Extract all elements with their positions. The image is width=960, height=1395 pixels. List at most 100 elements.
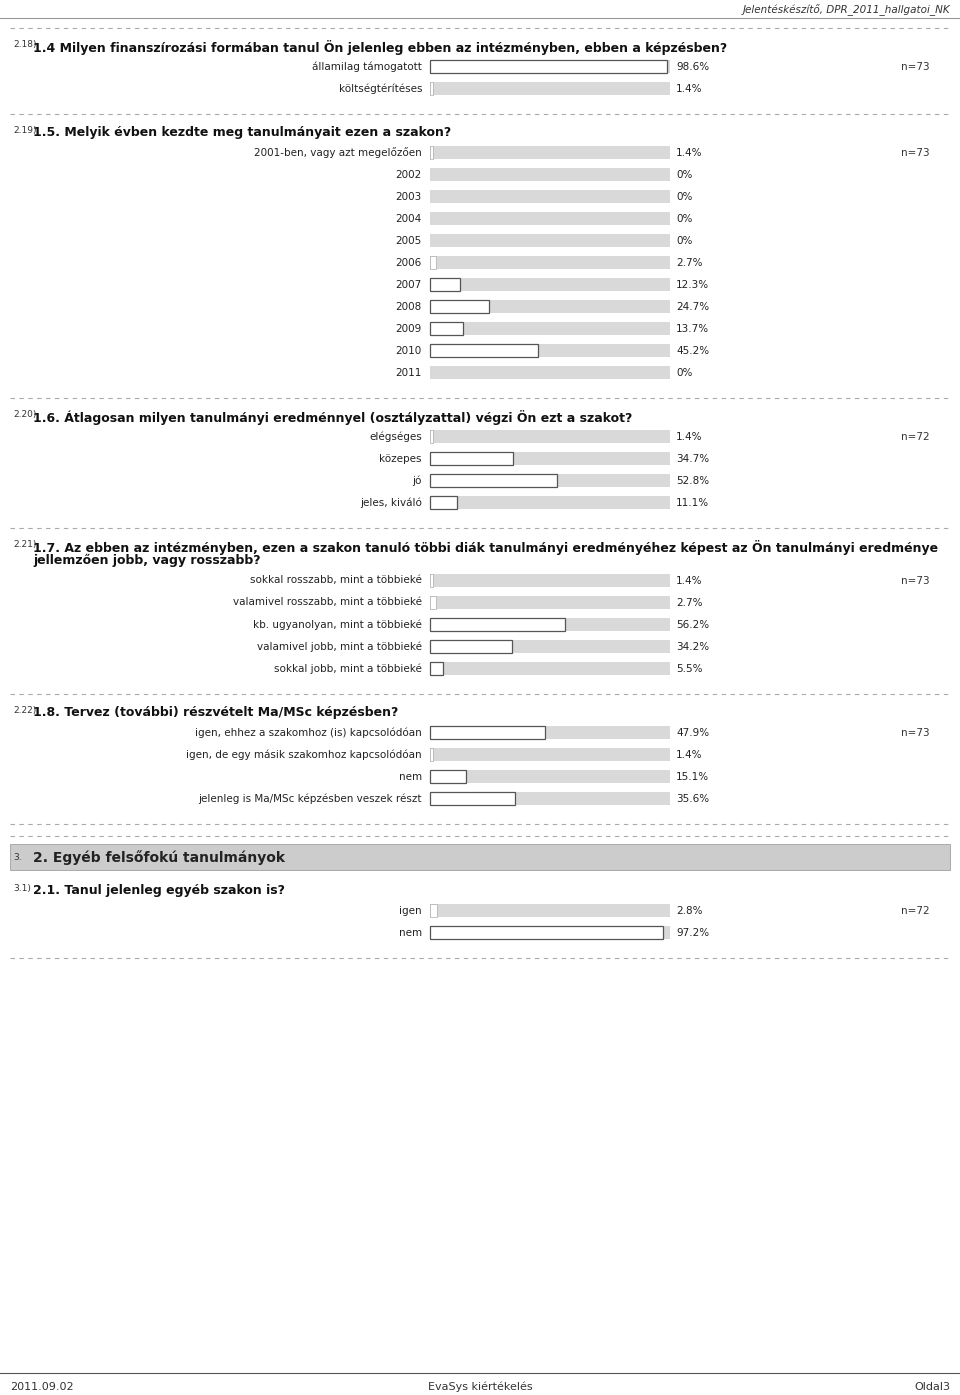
Text: Oldal3: Oldal3 bbox=[914, 1382, 950, 1392]
Bar bbox=[430, 212, 670, 225]
Bar bbox=[430, 770, 670, 783]
Text: sokkal rosszabb, mint a többieké: sokkal rosszabb, mint a többieké bbox=[251, 576, 422, 586]
Text: 2010: 2010 bbox=[396, 346, 422, 356]
Text: 1.4%: 1.4% bbox=[676, 148, 703, 158]
Text: 3.: 3. bbox=[13, 854, 22, 862]
Text: 0%: 0% bbox=[676, 170, 692, 180]
Text: 34.2%: 34.2% bbox=[676, 642, 709, 651]
Bar bbox=[430, 146, 670, 159]
Text: jeles, kiváló: jeles, kiváló bbox=[360, 497, 422, 508]
Bar bbox=[430, 725, 670, 739]
Text: 2.7%: 2.7% bbox=[676, 258, 703, 268]
Text: n=73: n=73 bbox=[900, 148, 929, 158]
Bar bbox=[430, 474, 557, 487]
Bar bbox=[430, 300, 670, 312]
Text: 2.19): 2.19) bbox=[13, 126, 36, 135]
Text: 0%: 0% bbox=[676, 236, 692, 246]
Text: jellemzően jobb, vagy rosszabb?: jellemzően jobb, vagy rosszabb? bbox=[33, 554, 260, 568]
Bar bbox=[430, 792, 670, 805]
Bar bbox=[430, 926, 670, 939]
Text: 2007: 2007 bbox=[396, 279, 422, 290]
Text: 2.18): 2.18) bbox=[13, 40, 36, 49]
Text: 98.6%: 98.6% bbox=[676, 61, 709, 71]
Text: n=73: n=73 bbox=[900, 61, 929, 71]
Text: 2006: 2006 bbox=[396, 258, 422, 268]
Bar bbox=[430, 573, 670, 587]
Text: sokkal jobb, mint a többieké: sokkal jobb, mint a többieké bbox=[275, 663, 422, 674]
Text: 13.7%: 13.7% bbox=[676, 324, 709, 333]
Text: jelenleg is Ma/MSc képzésben veszek részt: jelenleg is Ma/MSc képzésben veszek rész… bbox=[199, 794, 422, 804]
Text: 47.9%: 47.9% bbox=[676, 728, 709, 738]
Text: nem: nem bbox=[398, 928, 422, 937]
Bar bbox=[430, 190, 670, 204]
Bar bbox=[430, 748, 433, 762]
Text: 0%: 0% bbox=[676, 191, 692, 201]
Text: 56.2%: 56.2% bbox=[676, 619, 709, 629]
Text: közepes: közepes bbox=[379, 453, 422, 463]
Bar bbox=[430, 596, 670, 610]
Text: 0%: 0% bbox=[676, 367, 692, 378]
Text: 2.21): 2.21) bbox=[13, 540, 36, 550]
Text: 2.1. Tanul jelenleg egyéb szakon is?: 2.1. Tanul jelenleg egyéb szakon is? bbox=[33, 884, 285, 897]
Text: jó: jó bbox=[413, 476, 422, 485]
Text: 3.1): 3.1) bbox=[13, 884, 31, 893]
Bar bbox=[430, 640, 670, 653]
Text: valamivel rosszabb, mint a többieké: valamivel rosszabb, mint a többieké bbox=[233, 597, 422, 607]
Text: 24.7%: 24.7% bbox=[676, 301, 709, 311]
Text: nem: nem bbox=[398, 771, 422, 781]
Text: igen: igen bbox=[399, 905, 422, 915]
Bar bbox=[430, 618, 670, 631]
Text: 2.20): 2.20) bbox=[13, 410, 36, 418]
Text: költségtérítéses: költségtérítéses bbox=[339, 84, 422, 93]
Text: 1.4%: 1.4% bbox=[676, 84, 703, 93]
Text: 45.2%: 45.2% bbox=[676, 346, 709, 356]
Bar bbox=[430, 146, 433, 159]
Text: n=73: n=73 bbox=[900, 728, 929, 738]
Text: n=72: n=72 bbox=[900, 905, 929, 915]
Text: 2.8%: 2.8% bbox=[676, 905, 703, 915]
Text: igen, ehhez a szakomhoz (is) kapcsolódóan: igen, ehhez a szakomhoz (is) kapcsolódóa… bbox=[195, 727, 422, 738]
Bar bbox=[430, 452, 670, 465]
Bar bbox=[430, 904, 670, 917]
Bar bbox=[430, 596, 437, 610]
Text: 2. Egyéb felsőfokú tanulmányok: 2. Egyéb felsőfokú tanulmányok bbox=[33, 851, 285, 865]
Bar bbox=[430, 345, 539, 357]
Text: 1.5. Melyik évben kezdte meg tanulmányait ezen a szakon?: 1.5. Melyik évben kezdte meg tanulmányai… bbox=[33, 126, 451, 140]
Text: 97.2%: 97.2% bbox=[676, 928, 709, 937]
Text: 1.4 Milyen finanszírozási formában tanul Ön jelenleg ebben az intézményben, ebbe: 1.4 Milyen finanszírozási formában tanul… bbox=[33, 40, 728, 54]
Bar bbox=[430, 497, 457, 509]
Text: 2011: 2011 bbox=[396, 367, 422, 378]
Bar bbox=[430, 430, 670, 444]
Text: kb. ugyanolyan, mint a többieké: kb. ugyanolyan, mint a többieké bbox=[253, 619, 422, 629]
Bar bbox=[430, 452, 514, 465]
Bar bbox=[430, 618, 564, 631]
Text: 1.7. Az ebben az intézményben, ezen a szakon tanuló többi diák tanulmányi eredmé: 1.7. Az ebben az intézményben, ezen a sz… bbox=[33, 540, 938, 555]
Text: 1.6. Átlagosan milyen tanulmányi eredménnyel (osztályzattal) végzi Ön ezt a szak: 1.6. Átlagosan milyen tanulmányi eredmén… bbox=[33, 410, 633, 425]
Bar bbox=[430, 257, 437, 269]
Text: 2002: 2002 bbox=[396, 170, 422, 180]
Text: 35.6%: 35.6% bbox=[676, 794, 709, 804]
Bar bbox=[430, 748, 670, 762]
Text: igen, de egy másik szakomhoz kapcsolódóan: igen, de egy másik szakomhoz kapcsolódóa… bbox=[186, 749, 422, 760]
Text: 2003: 2003 bbox=[396, 191, 422, 201]
Bar bbox=[430, 82, 670, 95]
Text: 11.1%: 11.1% bbox=[676, 498, 709, 508]
Text: valamivel jobb, mint a többieké: valamivel jobb, mint a többieké bbox=[257, 642, 422, 651]
Text: 2011.09.02: 2011.09.02 bbox=[10, 1382, 74, 1392]
Text: 1.4%: 1.4% bbox=[676, 576, 703, 586]
Text: 2004: 2004 bbox=[396, 213, 422, 223]
Bar bbox=[430, 322, 463, 335]
Bar bbox=[430, 573, 433, 587]
Text: 1.4%: 1.4% bbox=[676, 431, 703, 441]
Bar bbox=[430, 167, 670, 181]
Bar bbox=[430, 278, 670, 292]
Bar bbox=[430, 300, 490, 312]
Text: 1.4%: 1.4% bbox=[676, 749, 703, 759]
Bar bbox=[430, 904, 437, 917]
Bar bbox=[430, 474, 670, 487]
Text: 12.3%: 12.3% bbox=[676, 279, 709, 290]
Text: 1.8. Tervez (további) részvételt Ma/MSc képzésben?: 1.8. Tervez (további) részvételt Ma/MSc … bbox=[33, 706, 398, 718]
Bar bbox=[430, 770, 467, 783]
Text: 52.8%: 52.8% bbox=[676, 476, 709, 485]
Text: 2009: 2009 bbox=[396, 324, 422, 333]
